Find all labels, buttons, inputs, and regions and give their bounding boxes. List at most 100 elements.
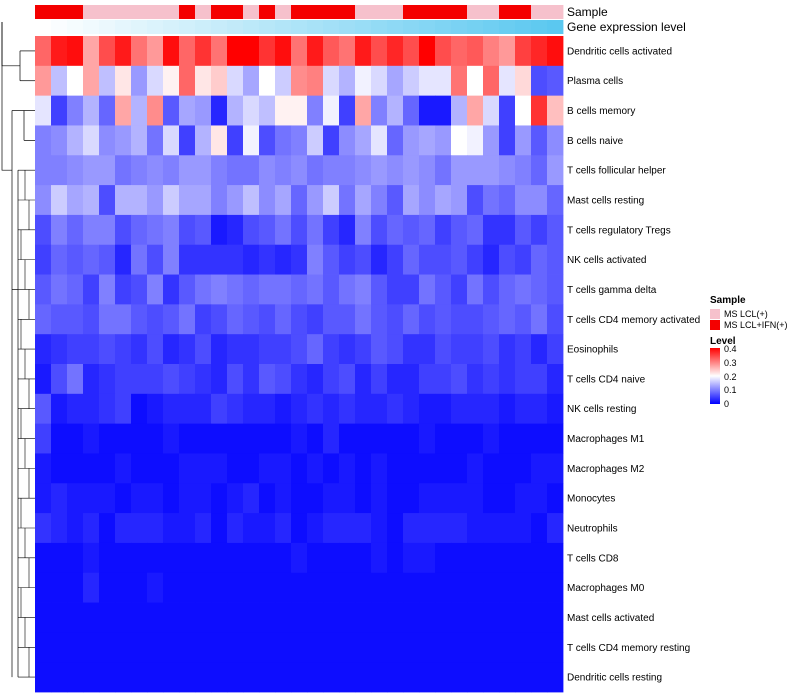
heatmap-cell — [547, 304, 564, 335]
expression-cell — [387, 20, 404, 34]
heatmap-cell — [515, 542, 532, 574]
heatmap-cell — [99, 244, 116, 275]
heatmap-cell — [515, 632, 532, 663]
row-label: Dendritic cells resting — [567, 673, 662, 684]
heatmap-cell — [499, 244, 516, 275]
heatmap-cell — [51, 483, 68, 514]
heatmap-cell — [483, 244, 500, 275]
heatmap-cell — [547, 155, 564, 186]
heatmap-cell — [243, 423, 260, 454]
heatmap-cell — [531, 393, 548, 425]
heatmap-cell — [291, 95, 308, 126]
heatmap-cell — [211, 632, 228, 663]
row-label: T cells CD4 memory resting — [567, 643, 690, 654]
heatmap-cell — [51, 662, 68, 693]
heatmap-cell — [51, 513, 68, 544]
heatmap-cell — [387, 453, 404, 484]
heatmap-cell — [291, 364, 308, 395]
heatmap-cell — [323, 453, 340, 484]
heatmap-cell — [227, 65, 244, 97]
heatmap-cell — [515, 125, 532, 156]
heatmap-cell — [131, 125, 148, 156]
sample-cell — [115, 5, 132, 19]
heatmap-cell — [131, 36, 148, 67]
heatmap-cell — [195, 274, 212, 305]
level-tick-0-2: 0.2 — [724, 372, 737, 382]
heatmap-cell — [355, 274, 372, 305]
heatmap-cell — [67, 334, 84, 365]
heatmap-cell — [547, 334, 564, 365]
heatmap-cell — [51, 244, 68, 275]
expression-cell — [179, 20, 196, 34]
heatmap-cell — [275, 572, 292, 603]
heatmap-cell — [83, 185, 100, 216]
heatmap-cell — [483, 423, 500, 454]
heatmap-cell — [307, 125, 324, 156]
heatmap-cell — [163, 602, 180, 633]
heatmap-cell — [515, 65, 532, 97]
sample-cell — [339, 5, 356, 19]
heatmap-cell — [179, 453, 196, 484]
heatmap-cell — [355, 572, 372, 603]
heatmap-cell — [291, 214, 308, 246]
heatmap-cell — [403, 125, 420, 156]
expression-cell — [339, 20, 356, 34]
heatmap-cell — [499, 453, 516, 484]
heatmap-cell — [307, 423, 324, 454]
heatmap-cell — [99, 632, 116, 663]
heatmap-cell — [403, 65, 420, 97]
heatmap-cell — [355, 185, 372, 216]
heatmap-cell — [371, 364, 388, 395]
heatmap-cell — [499, 304, 516, 335]
heatmap-cell — [451, 155, 468, 186]
heatmap-cell — [259, 393, 276, 425]
legend-swatch-ms-lcl — [710, 309, 720, 319]
heatmap-cell — [419, 423, 436, 454]
heatmap-cell — [179, 274, 196, 305]
heatmap-cell — [419, 542, 436, 574]
heatmap-cell — [419, 453, 436, 484]
heatmap-cell — [67, 95, 84, 126]
level-tick-0-1: 0.1 — [724, 385, 737, 395]
heatmap-cell — [259, 542, 276, 574]
heatmap-cell — [515, 393, 532, 425]
heatmap-cell — [83, 334, 100, 365]
heatmap-cell — [243, 304, 260, 335]
heatmap-cell — [387, 36, 404, 67]
heatmap-cell — [115, 542, 132, 574]
heatmap-cell — [307, 334, 324, 365]
heatmap-cell — [355, 65, 372, 97]
heatmap-cell — [179, 334, 196, 365]
heatmap-cell — [531, 483, 548, 514]
heatmap-cell — [83, 95, 100, 126]
heatmap-cell — [531, 185, 548, 216]
heatmap-cell — [147, 65, 164, 97]
heatmap-cell — [483, 95, 500, 126]
heatmap-cell — [435, 364, 452, 395]
heatmap-cell — [275, 513, 292, 544]
heatmap-cell — [163, 632, 180, 663]
heatmap-cell — [387, 542, 404, 574]
heatmap-cell — [243, 65, 260, 97]
row-label: T cells follicular helper — [567, 166, 666, 177]
heatmap-cell — [227, 155, 244, 186]
heatmap-cell — [83, 274, 100, 305]
expression-cell — [211, 20, 228, 34]
heatmap-cell — [387, 95, 404, 126]
heatmap-cell — [387, 483, 404, 514]
heatmap-cell — [403, 572, 420, 603]
heatmap-cell — [195, 572, 212, 603]
heatmap-cell — [403, 36, 420, 67]
heatmap-cell — [387, 274, 404, 305]
heatmap-cell — [355, 453, 372, 484]
heatmap-cell — [435, 393, 452, 425]
heatmap-cell — [99, 155, 116, 186]
heatmap-cell — [339, 65, 356, 97]
heatmap-cell — [547, 572, 564, 603]
heatmap-cell — [99, 304, 116, 335]
heatmap-cell — [435, 65, 452, 97]
heatmap-cell — [483, 602, 500, 633]
heatmap-cell — [195, 36, 212, 67]
heatmap-cell — [35, 304, 52, 335]
heatmap-cell — [371, 423, 388, 454]
